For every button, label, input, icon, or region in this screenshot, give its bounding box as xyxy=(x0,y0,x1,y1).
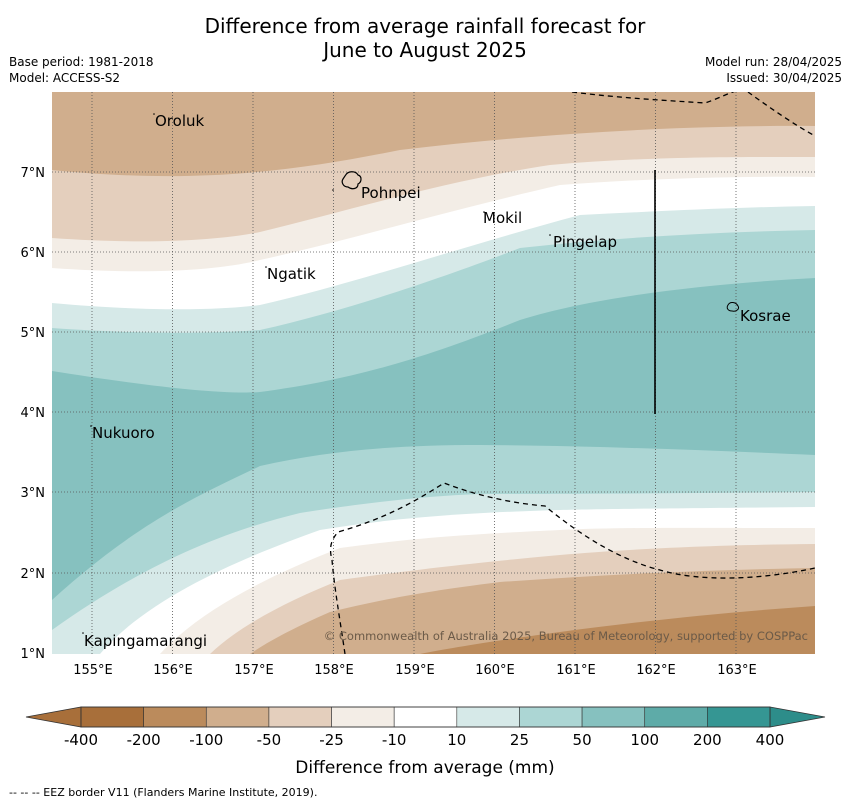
colorbar-cell xyxy=(581,706,646,728)
place-label-nukuoro: Nukuoro xyxy=(92,424,155,442)
colorbar-cell xyxy=(456,706,520,728)
map-title-line-2: June to August 2025 xyxy=(323,38,527,62)
pohnpei-island-outline xyxy=(341,171,362,190)
colorbar-cell xyxy=(205,706,270,728)
band-minus-200-south xyxy=(420,606,815,654)
colorbar-cell xyxy=(393,706,458,728)
atoll-markers xyxy=(82,113,551,634)
rainfall-map: Oroluk Pohnpei Mokil Pingelap Ngatik Kos… xyxy=(52,92,815,654)
lon-tick-label: 155°E xyxy=(73,663,113,678)
place-label-mokil: Mokil xyxy=(483,209,522,227)
colorbar-high-extend xyxy=(769,706,826,728)
place-label-pingelap: Pingelap xyxy=(553,233,617,251)
colorbar-tick-label: -25 xyxy=(319,731,344,749)
colorbar-tick-label: 200 xyxy=(693,731,722,749)
colorbar-tick-label: 400 xyxy=(756,731,785,749)
kosrae-island-outline xyxy=(726,302,739,312)
place-label-oroluk: Oroluk xyxy=(155,112,204,130)
place-label-ngatik: Ngatik xyxy=(267,265,316,283)
eez-border-note: -- -- -- EEZ border V11 (Flanders Marine… xyxy=(9,786,318,799)
colorbar-cell xyxy=(519,706,583,728)
colorbar-tick-label: -50 xyxy=(257,731,282,749)
colorbar: -400 -200 -100 -50 -25 -10 10 25 50 100 200 400 Dif… xyxy=(25,706,826,778)
colorbar-tick-label: -100 xyxy=(189,731,223,749)
model-run-text: Model run: 28/04/2025 xyxy=(704,55,842,69)
lon-tick-label: 157°E xyxy=(234,663,274,678)
lat-tick-label: 3°N xyxy=(21,486,46,501)
place-label-kosrae: Kosrae xyxy=(740,307,791,325)
model-text: Model: ACCESS-S2 xyxy=(9,71,121,85)
lat-tick-label: 5°N xyxy=(21,326,46,341)
colorbar-tick-label: 10 xyxy=(447,731,466,749)
lat-tick-label: 1°N xyxy=(21,647,46,662)
colorbar-tick-label: 25 xyxy=(510,731,529,749)
longitude-axis: 155°E 156°E 157°E 158°E 159°E 160°E 161°… xyxy=(73,663,757,678)
colorbar-frame xyxy=(80,706,771,728)
colorbar-cell xyxy=(268,706,332,728)
colorbar-tick-label: -10 xyxy=(382,731,407,749)
lon-tick-label: 162°E xyxy=(636,663,676,678)
colorbar-title: Difference from average (mm) xyxy=(295,758,554,778)
place-label-kapingamarangi: Kapingamarangi xyxy=(84,632,207,650)
colorbar-cell xyxy=(707,706,771,728)
lon-tick-label: 160°E xyxy=(475,663,515,678)
eez-border xyxy=(329,92,815,654)
colorbar-cell xyxy=(331,706,395,728)
colorbar-tick-label: 50 xyxy=(573,731,592,749)
place-label-pohnpei: Pohnpei xyxy=(361,184,421,202)
lat-tick-label: 6°N xyxy=(21,246,46,261)
lat-tick-label: 7°N xyxy=(21,166,46,181)
colorbar-cell xyxy=(80,706,144,728)
lon-tick-label: 158°E xyxy=(314,663,354,678)
lon-tick-label: 163°E xyxy=(717,663,757,678)
colorbar-tick-label: -200 xyxy=(127,731,161,749)
colorbar-cell xyxy=(644,706,708,728)
lon-tick-label: 159°E xyxy=(395,663,435,678)
colorbar-cell xyxy=(143,706,207,728)
lat-tick-label: 4°N xyxy=(21,406,46,421)
map-title-line-1: Difference from average rainfall forecas… xyxy=(204,14,646,38)
colorbar-low-extend xyxy=(25,706,82,728)
lat-tick-label: 2°N xyxy=(21,567,46,582)
graticule xyxy=(52,92,815,654)
base-period-text: Base period: 1981-2018 xyxy=(9,55,154,69)
colorbar-tick-label: -400 xyxy=(64,731,98,749)
issued-text: Issued: 30/04/2025 xyxy=(726,71,842,85)
copyright-watermark: © Commonwealth of Australia 2025, Bureau… xyxy=(324,629,808,643)
latitude-axis: 7°N 6°N 5°N 4°N 3°N 2°N 1°N xyxy=(21,166,46,662)
lon-tick-label: 161°E xyxy=(556,663,596,678)
colorbar-tick-label: 100 xyxy=(630,731,659,749)
lon-tick-label: 156°E xyxy=(153,663,193,678)
